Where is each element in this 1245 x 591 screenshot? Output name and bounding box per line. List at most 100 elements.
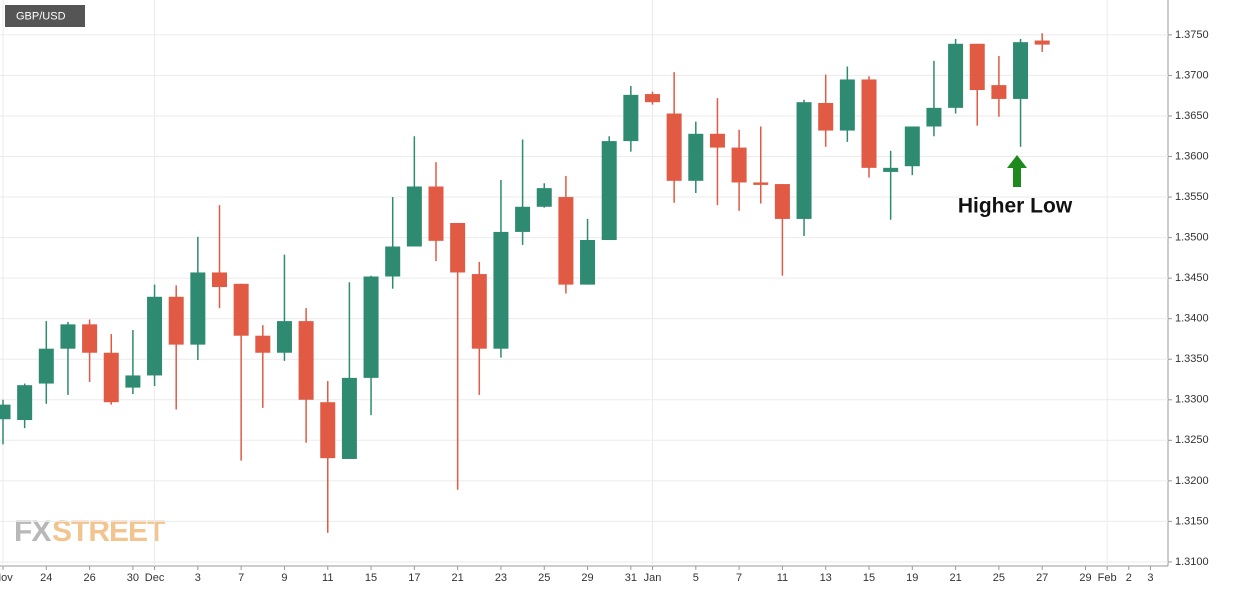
- y-tick-label: 1.3550: [1175, 191, 1209, 203]
- x-tick-label: 21: [452, 572, 464, 584]
- x-tick-label: 27: [1036, 572, 1048, 584]
- y-tick-label: 1.3750: [1175, 29, 1209, 41]
- candle-body: [428, 186, 444, 241]
- candle-body: [666, 113, 682, 181]
- y-tick-label: 1.3300: [1175, 394, 1209, 406]
- x-tick-label: 29: [1079, 572, 1091, 584]
- candle-body: [861, 79, 877, 168]
- candle-body: [774, 184, 790, 219]
- x-tick-label: Jan: [644, 572, 662, 584]
- x-tick-label: 23: [495, 572, 507, 584]
- candle-body: [17, 385, 33, 421]
- candle-body: [168, 296, 184, 345]
- candle-body: [645, 94, 660, 103]
- x-tick-label: 24: [40, 572, 52, 584]
- candle-body: [385, 246, 401, 277]
- candle-body: [125, 375, 141, 388]
- x-tick-label: 11: [322, 572, 333, 584]
- candle-body: [818, 102, 834, 131]
- watermark-street: STREET: [52, 515, 165, 548]
- y-tick-label: 1.3250: [1175, 434, 1209, 446]
- candle-body: [948, 43, 964, 108]
- x-tick-label: Nov: [0, 572, 13, 584]
- y-tick-label: 1.3350: [1175, 353, 1209, 365]
- y-tick-label: 1.3600: [1175, 150, 1209, 162]
- x-tick-label: 15: [863, 572, 875, 584]
- x-tick-label: 30: [127, 572, 139, 584]
- candle-body: [1013, 42, 1029, 99]
- x-tick-label: 21: [949, 572, 961, 584]
- x-tick-label: 31: [625, 572, 637, 584]
- candle-body: [38, 348, 54, 384]
- y-tick-label: 1.3650: [1175, 110, 1209, 122]
- x-tick-label: 3: [195, 572, 201, 584]
- arrow: [1007, 155, 1027, 187]
- candle-body: [406, 186, 422, 247]
- watermark-fx: FX: [14, 515, 51, 548]
- x-tick-label: 26: [83, 572, 95, 584]
- x-tick-label: 9: [281, 572, 287, 584]
- candle-body: [991, 85, 1007, 99]
- candle-body: [363, 276, 379, 378]
- x-tick-label: 11: [777, 572, 788, 584]
- y-tick-label: 1.3200: [1175, 475, 1209, 487]
- candle-body: [233, 283, 249, 336]
- candle-body: [471, 274, 487, 349]
- x-tick-label: Dec: [145, 572, 165, 584]
- x-tick-label: 7: [736, 572, 742, 584]
- y-tick-label: 1.3100: [1175, 556, 1209, 568]
- candle-body: [255, 335, 271, 353]
- x-tick-label: 13: [820, 572, 832, 584]
- y-tick-label: 1.3400: [1175, 313, 1209, 325]
- candle-body: [276, 321, 292, 353]
- y-tick-label: 1.3150: [1175, 515, 1209, 527]
- candle-body: [190, 272, 206, 345]
- y-tick-label: 1.3700: [1175, 69, 1209, 81]
- candle-body: [623, 94, 639, 142]
- candle-body: [688, 133, 704, 181]
- x-tick-label: 25: [993, 572, 1005, 584]
- x-tick-label: 29: [581, 572, 593, 584]
- candle-body: [341, 377, 357, 459]
- candle-body: [320, 402, 336, 459]
- candle-body: [796, 102, 812, 219]
- candle-body: [753, 182, 769, 185]
- x-tick-label: 17: [408, 572, 420, 584]
- candle-body: [1034, 40, 1050, 45]
- candle-body: [298, 321, 314, 400]
- candle-body: [883, 167, 899, 172]
- candle-body: [493, 231, 509, 349]
- x-tick-label: 2: [1126, 572, 1132, 584]
- chart-title: GBP/USD: [16, 10, 66, 22]
- candle-body: [580, 240, 596, 285]
- x-tick-label: Feb: [1098, 572, 1117, 584]
- plot: 1.3100 1.3150 1.3200 1.3250 1.3300 1.3350 1.34…: [0, 0, 1209, 584]
- candle-body: [839, 79, 855, 131]
- x-tick-label: 7: [238, 572, 244, 584]
- candle-body: [709, 133, 725, 148]
- x-tick-label: 19: [906, 572, 918, 584]
- candle-body: [450, 222, 466, 273]
- candle-body: [536, 188, 552, 207]
- candle-body: [82, 324, 98, 353]
- candle-body: [103, 352, 119, 403]
- x-tick-label: 3: [1147, 572, 1153, 584]
- candle-body: [212, 272, 227, 288]
- x-tick-label: 25: [538, 572, 550, 584]
- candle-body: [904, 126, 920, 167]
- x-tick-label: 5: [693, 572, 699, 584]
- title-box: [5, 5, 85, 27]
- candle-body: [731, 147, 747, 183]
- y-tick-label: 1.3500: [1175, 231, 1209, 243]
- candle-body: [60, 324, 76, 349]
- y-tick-label: 1.3450: [1175, 272, 1209, 284]
- candle-body: [147, 296, 163, 376]
- candle-body: [515, 206, 531, 232]
- candle-body: [601, 141, 617, 241]
- annotation: Higher Low: [958, 195, 1073, 218]
- candle-body: [558, 197, 574, 285]
- candle-body: [969, 43, 985, 91]
- x-tick-label: 15: [365, 572, 377, 584]
- candle-body: [0, 404, 11, 420]
